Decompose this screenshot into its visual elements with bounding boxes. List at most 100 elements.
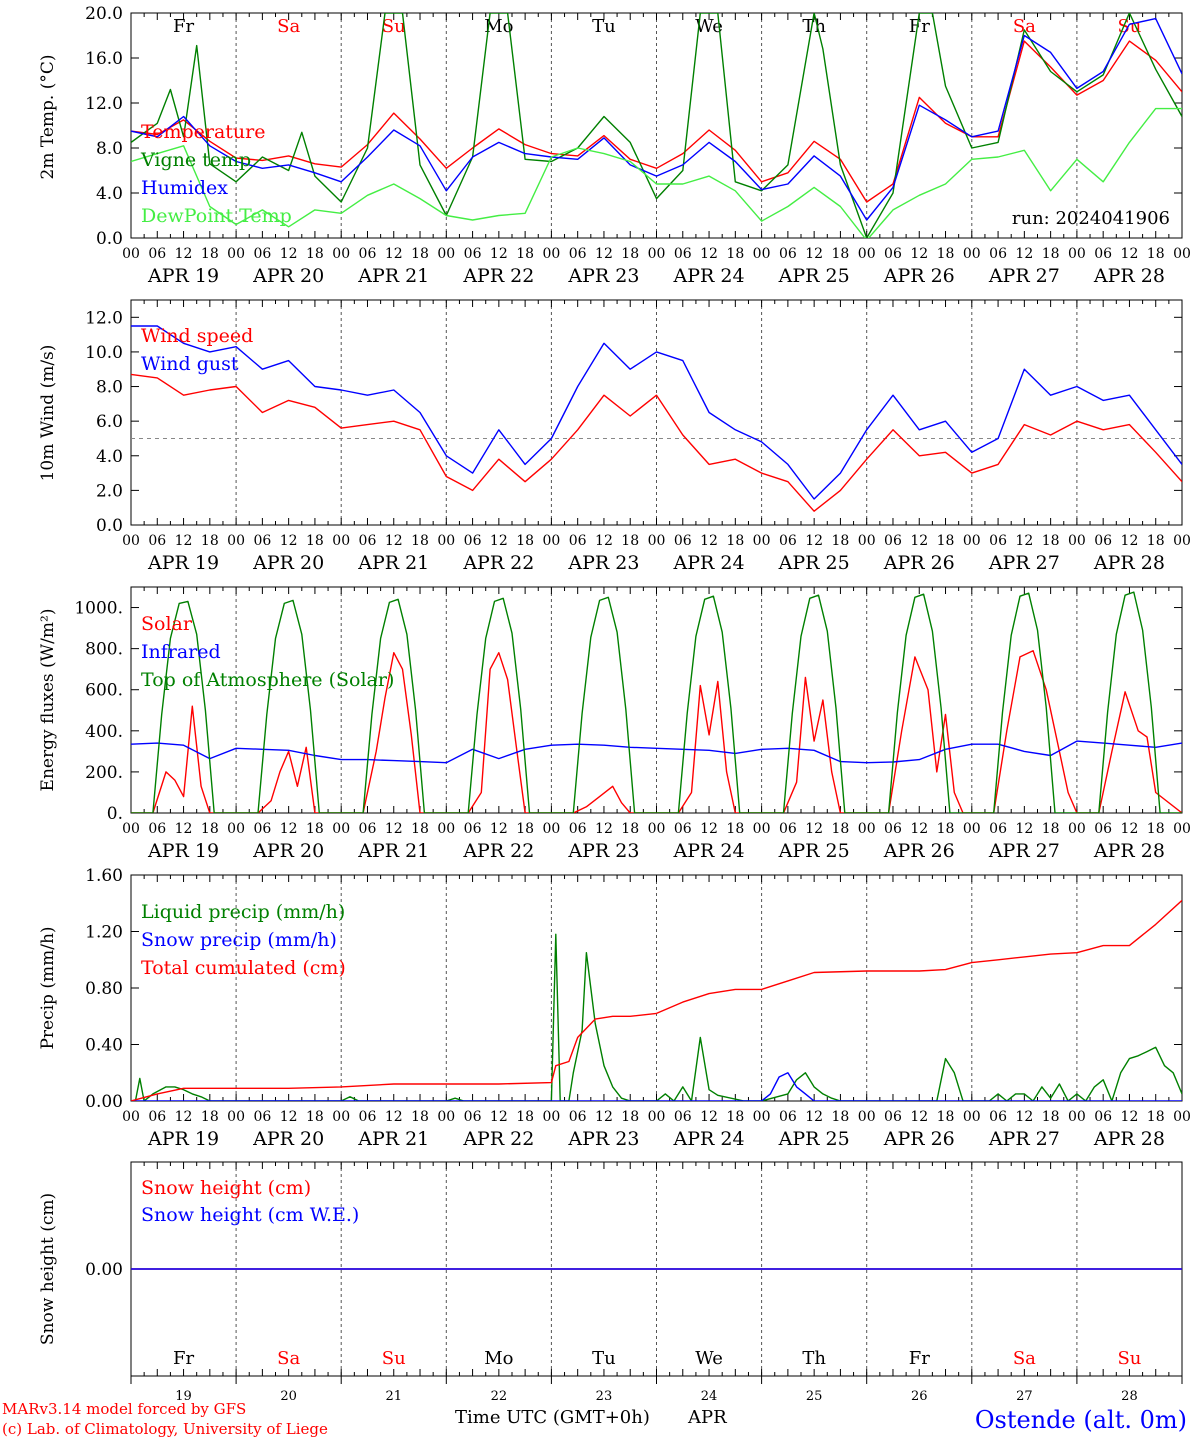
x-hour-label: 00	[1068, 246, 1086, 262]
weekday-label: Fr	[173, 16, 194, 37]
day-number-label: 21	[385, 1389, 402, 1404]
weekday-label: Fr	[173, 1348, 194, 1369]
day-number-label: 19	[175, 1389, 192, 1404]
panel-4: 0.00 0.40 0.80 1.20 1.60 Precip (mm/h) 00 06 12 1…	[38, 866, 1191, 1150]
day-number-label: 24	[701, 1389, 718, 1404]
x-date-label: APR 21	[357, 1128, 429, 1150]
x-hour-label: 06	[464, 1109, 482, 1125]
series-group	[131, 325, 1182, 512]
x-date-label: APR 23	[567, 840, 639, 862]
x-hour-label: 06	[148, 533, 166, 549]
x-hour-label: 18	[411, 246, 429, 262]
y-tick-label: 10.0	[85, 343, 123, 363]
x-hour-label: 12	[805, 533, 823, 549]
y-tick-label: 800.	[85, 640, 123, 660]
x-date-label: APR 26	[883, 265, 955, 287]
x-hour-label: 06	[359, 821, 377, 837]
x-hour-label: 00	[858, 1109, 876, 1125]
weekday-label: Sa	[1013, 16, 1036, 37]
x-date-label: APR 20	[252, 1128, 324, 1150]
run-label: run: 2024041906	[1012, 208, 1170, 229]
weekday-label: Su	[1117, 1348, 1141, 1369]
x-hour-label: 12	[700, 246, 718, 262]
x-hour-label: 00	[332, 246, 350, 262]
x-hour-label: 12	[1015, 821, 1033, 837]
x-date-label: APR 26	[883, 840, 955, 862]
y-tick-label: 1.60	[85, 866, 123, 886]
legend-entry: Vigne temp	[140, 149, 251, 171]
weekday-label: We	[695, 16, 723, 37]
x-hour-label: 12	[1121, 1109, 1139, 1125]
x-hour-label: 00	[858, 533, 876, 549]
x-hour-label: 06	[359, 533, 377, 549]
x-hour-label: 18	[1042, 1109, 1060, 1125]
legend-entry: Solar	[141, 613, 193, 635]
x-hour-label: 00	[1068, 1109, 1086, 1125]
y-tick-label: 16.0	[85, 49, 123, 69]
x-date-label: APR 24	[673, 840, 745, 862]
x-hour-label: 06	[674, 533, 692, 549]
series-line-wind-gust	[131, 325, 1182, 500]
x-hour-label: 00	[1068, 821, 1086, 837]
x-hour-label: 12	[910, 533, 928, 549]
weekday-label: We	[695, 1348, 723, 1369]
x-hour-label: 18	[937, 246, 955, 262]
weekday-label: Sa	[1013, 1348, 1036, 1369]
x-hour-label: 06	[359, 1109, 377, 1125]
weekday-label: Su	[382, 16, 406, 37]
x-hour-label: 00	[227, 533, 245, 549]
weekday-label: Sa	[277, 1348, 300, 1369]
x-date-label: APR 23	[567, 265, 639, 287]
x-hour-label: 18	[726, 821, 744, 837]
x-hour-label: 12	[910, 821, 928, 837]
y-tick-label: 200.	[85, 763, 123, 783]
x-hour-label: 18	[411, 533, 429, 549]
x-hour-label: 06	[253, 246, 271, 262]
x-hour-label: 18	[306, 821, 324, 837]
x-hour-label: 12	[280, 1109, 298, 1125]
x-hour-label: 12	[1121, 246, 1139, 262]
x-hour-label: 12	[175, 1109, 193, 1125]
x-hour-label: 06	[779, 1109, 797, 1125]
legend-entry: Temperature	[141, 121, 265, 143]
x-hour-label: 06	[569, 1109, 587, 1125]
plot-frame	[130, 299, 1183, 526]
x-hour-label: 00	[437, 533, 455, 549]
day-number-label: 25	[806, 1389, 823, 1404]
x-date-label: APR 19	[147, 265, 219, 287]
y-axis-title: Snow height (cm)	[38, 1193, 58, 1345]
x-hour-label: 00	[542, 246, 560, 262]
x-hour-label: 00	[963, 246, 981, 262]
series-group	[131, 591, 1182, 813]
x-date-label: APR 25	[778, 552, 850, 574]
x-hour-label: 12	[175, 821, 193, 837]
y-axis-title: Precip (mm/h)	[38, 926, 58, 1049]
x-hour-label: 18	[1042, 533, 1060, 549]
y-tick-label: 0.00	[85, 1260, 123, 1280]
weekday-label: Fr	[909, 1348, 930, 1369]
x-hour-label: 06	[148, 1109, 166, 1125]
x-hour-label: 00	[437, 821, 455, 837]
series-line-total-cumulated-cm-	[131, 899, 1182, 1101]
x-date-label: APR 27	[988, 1128, 1060, 1150]
series-line-top-of-atmosphere-solar-	[131, 591, 1182, 813]
x-hour-label: 12	[700, 1109, 718, 1125]
x-date-label: APR 26	[883, 1128, 955, 1150]
x-hour-label: 18	[726, 246, 744, 262]
weekday-label: Sa	[277, 16, 300, 37]
x-hour-label: 06	[1094, 821, 1112, 837]
x-date-label: APR 19	[147, 840, 219, 862]
x-date-label: APR 22	[462, 1128, 534, 1150]
y-tick-label: 20.0	[85, 4, 123, 24]
x-hour-label: 06	[989, 246, 1007, 262]
y-tick-label: 12.0	[85, 94, 123, 114]
x-hour-label: 18	[832, 246, 850, 262]
x-hour-label: 12	[910, 1109, 928, 1125]
y-tick-label: 0.80	[85, 979, 123, 999]
x-hour-label: 18	[516, 246, 534, 262]
x-hour-label: 00	[1173, 1109, 1191, 1125]
x-date-label: APR 20	[252, 265, 324, 287]
x-date-label: APR 27	[988, 552, 1060, 574]
x-hour-label: 06	[359, 246, 377, 262]
x-hour-label: 18	[1147, 533, 1165, 549]
